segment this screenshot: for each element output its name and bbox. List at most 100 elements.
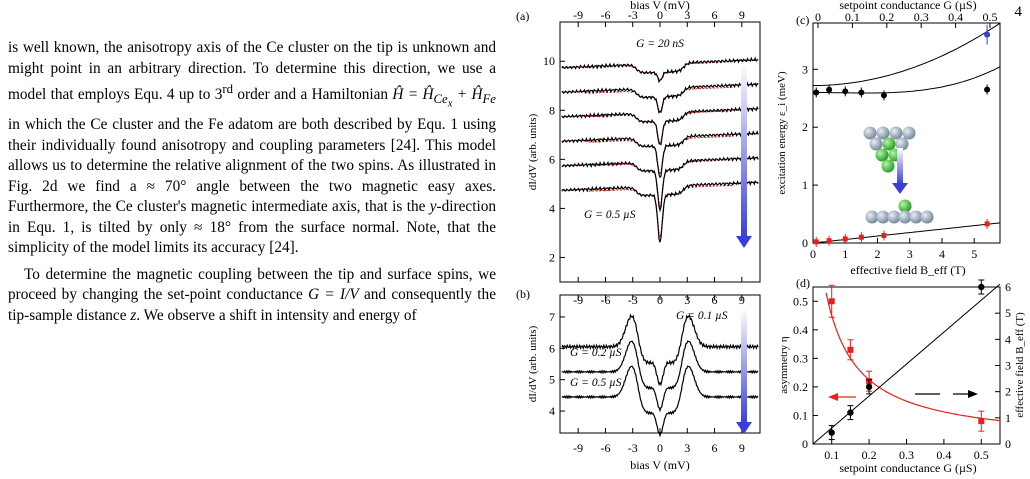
panel-d-field-point [865, 383, 873, 391]
panel-b-xtick-label: -3 [628, 441, 638, 455]
panel-b-ytick-label: 4 [549, 404, 555, 418]
panel-a-label-bottom: G = 0.5 µS [584, 209, 636, 221]
y-variable: y [429, 198, 437, 216]
panel-d-asymmetry-point [828, 298, 835, 305]
panel-a-xtick-label: 9 [739, 8, 745, 22]
panel-b-xtick-label: 6 [712, 441, 718, 455]
panel-d-xtick-label: 0.2 [862, 448, 877, 462]
approach-arrow-head [892, 183, 908, 194]
panel-c-data-point [842, 236, 848, 242]
panel-d-left-ytick-label: 0.5 [793, 294, 808, 308]
panel-b-xtick-label-top: 9 [739, 293, 745, 307]
panel-d-left-ytick-label: 0.2 [793, 380, 808, 394]
panel-a-ytick-label: 2 [549, 250, 555, 264]
tip-atom [876, 126, 890, 140]
panel-d-field-point [847, 409, 854, 416]
panel-b-xticks: -9 -9 -6 -6 -3 -3 0 0 3 3 6 6 9 9 [573, 293, 745, 455]
p1-text-b: order and a Hamiltonian [233, 86, 393, 104]
panel-a-fit-curve [561, 83, 759, 113]
p2-text-b: and consequently the tip-sample distance [8, 286, 496, 324]
panel-c-data-point [984, 31, 991, 38]
panel-a-spectrum-curve [561, 81, 759, 114]
panel-d-right-ytick-label: 2 [1005, 385, 1011, 399]
panel-a-spectrum-curve [561, 154, 759, 213]
panel-c-data-point [858, 234, 864, 240]
panel-b-xtick-label: 9 [739, 441, 745, 455]
panel-d-left-ytick-label: 0.3 [793, 351, 808, 365]
tip-atom [889, 126, 903, 140]
panel-a-spectrum-curve [561, 56, 759, 84]
panel-d-right-ytick-label: 3 [1005, 359, 1011, 373]
panel-a-xticks: -9 -6 -3 0 3 6 9 [573, 8, 745, 282]
panel-d-tag: (d) [796, 276, 810, 290]
p2-text-c: . We observe a shift in intensity and en… [136, 306, 417, 324]
panel-c-ytick-label: 2 [802, 120, 808, 134]
panel-c-data-point [826, 86, 833, 93]
tip-atom [869, 137, 883, 151]
panel-b-curve-label-1: G = 0.1 µS [676, 310, 728, 322]
panel-d-right-yticks: 0 1 2 3 4 5 6 [995, 280, 1011, 451]
panel-c-data-point [813, 239, 819, 245]
p1-text-d: -direction in Equ. 1, is tilted by only … [8, 198, 496, 257]
tip-atom [902, 126, 916, 140]
panel-c-top-xticks: 0 0.1 0.2 0.3 0.4 0.5 [815, 10, 998, 28]
panel-a-tag: (a) [516, 9, 529, 23]
panel-b: (b) -9 -9 -6 -6 -3 -3 0 0 3 3 6 6 9 9 4 5 6 7 bias V (mV… [516, 287, 761, 472]
panel-a-spectrum-curve [561, 105, 759, 146]
panel-b-xtick-label-top: 3 [684, 293, 690, 307]
panel-c-data-point [881, 232, 887, 238]
panel-d-xtick-label: 0.3 [899, 448, 914, 462]
z-variable: z [130, 306, 137, 324]
panel-c-plot [812, 22, 1001, 247]
panel-d-left-ytick-label: 0.1 [793, 408, 808, 422]
panel-c-xticks: 0 1 2 3 4 5 [810, 238, 977, 261]
panel-b-ylabel: dI/dV (arb. units) [527, 325, 539, 402]
panel-a: bias V (mV) (a) -9 -6 -3 0 3 6 9 2 4 6 8 10 dI/dV … [516, 0, 761, 283]
panel-a-ytick-label: 10 [543, 54, 555, 68]
panel-c-data-point [826, 238, 832, 244]
panel-c-xtick-label: 3 [907, 247, 913, 261]
panel-d-left-yticks: 0 0.1 0.2 0.3 0.4 0.5 [793, 294, 818, 451]
panel-b-ytick-label: 5 [549, 373, 555, 387]
body-text-column: is well known, the anisotropy axis of th… [8, 38, 496, 326]
panel-a-spectrum-curve [561, 130, 759, 179]
panel-a-ylabel: dI/dV (arb. units) [527, 113, 539, 190]
panel-d-ylabel-left: asymmetry η [778, 336, 790, 394]
panel-a-ytick-label: 4 [549, 201, 555, 215]
panel-b-xtick-label-top: 6 [712, 293, 718, 307]
panel-d-right-ytick-label: 5 [1005, 306, 1011, 320]
panel-b-xtick-label: -9 [573, 441, 583, 455]
panel-d-left-ytick-label: 0.4 [793, 323, 808, 337]
hamiltonian-sub-ce: Ce [433, 92, 448, 107]
panel-d-asymmetry-point [847, 346, 854, 353]
panel-c-fit-upper [813, 22, 1001, 86]
panel-d-field-fit [812, 283, 1001, 445]
panel-d-right-ytick-label: 4 [1005, 332, 1011, 346]
panel-d-field-point [828, 429, 835, 436]
panel-a-label-top: G = 20 nS [636, 38, 684, 50]
panel-c-ytick-label: 0 [802, 236, 808, 250]
hamiltonian-sub-fe: Fe [482, 92, 496, 107]
panel-d-xticks: 0.1 0.2 0.3 0.4 0.5 [824, 439, 989, 462]
panel-c-xtick-label: 1 [842, 247, 848, 261]
panel-c-top-xlabel: setpoint conductance G (µS) [839, 0, 976, 12]
panel-a-spectra [561, 56, 759, 243]
panel-d-xtick-label: 0.4 [936, 448, 951, 462]
panel-d-xtick-label: 0.1 [824, 448, 839, 462]
p1-text-c: in which the Ce cluster and the Fe adato… [8, 116, 496, 216]
surface-atom [898, 210, 912, 224]
tip-atom [863, 126, 877, 140]
surface-atom [909, 210, 923, 224]
page-number: 4 [1014, 4, 1023, 20]
surface-atom [920, 210, 934, 224]
panel-c-top-xtick-label: 0.5 [983, 10, 998, 24]
hamiltonian-math: Ĥ = Ĥ [392, 86, 434, 104]
panel-b-xtick-label-top: 0 [657, 293, 663, 307]
paragraph-1: is well known, the anisotropy axis of th… [8, 38, 496, 259]
panel-b-arrow-shaft [741, 308, 747, 423]
panel-c-fit-middle [813, 66, 1001, 94]
panel-a-yticks: 2 4 6 8 10 [543, 54, 565, 264]
panel-a-xtick-label: 6 [712, 8, 718, 22]
panel-d-xlabel: setpoint conductance G (µS) [839, 461, 976, 475]
panel-c-data-point [880, 92, 887, 99]
